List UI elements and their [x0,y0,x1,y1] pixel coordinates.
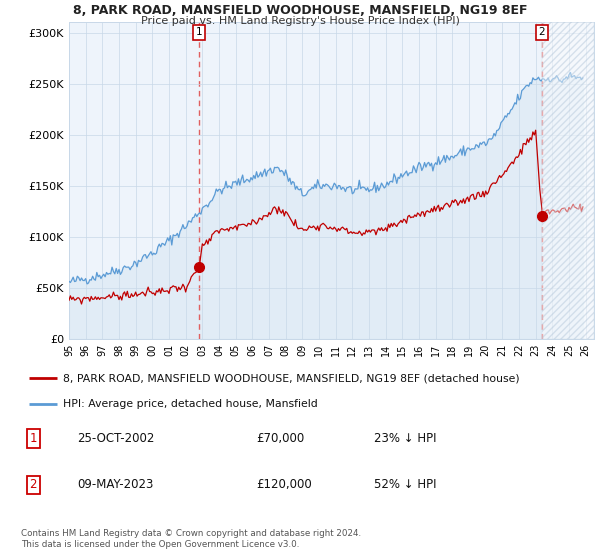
Text: £70,000: £70,000 [257,432,305,445]
Text: 25-OCT-2002: 25-OCT-2002 [77,432,154,445]
Bar [542,22,594,339]
Text: 2: 2 [29,478,37,491]
Text: 1: 1 [196,27,203,37]
Text: HPI: Average price, detached house, Mansfield: HPI: Average price, detached house, Mans… [63,399,318,409]
Text: 8, PARK ROAD, MANSFIELD WOODHOUSE, MANSFIELD, NG19 8EF: 8, PARK ROAD, MANSFIELD WOODHOUSE, MANSF… [73,4,527,17]
Text: 8, PARK ROAD, MANSFIELD WOODHOUSE, MANSFIELD, NG19 8EF (detached house): 8, PARK ROAD, MANSFIELD WOODHOUSE, MANSF… [63,374,520,384]
Text: £120,000: £120,000 [257,478,313,491]
Text: 09-MAY-2023: 09-MAY-2023 [77,478,154,491]
Text: 52% ↓ HPI: 52% ↓ HPI [374,478,437,491]
Text: 2: 2 [538,27,545,37]
Text: Price paid vs. HM Land Registry's House Price Index (HPI): Price paid vs. HM Land Registry's House … [140,16,460,26]
Text: 1: 1 [29,432,37,445]
Text: 23% ↓ HPI: 23% ↓ HPI [374,432,437,445]
Text: Contains HM Land Registry data © Crown copyright and database right 2024.
This d: Contains HM Land Registry data © Crown c… [21,529,361,549]
